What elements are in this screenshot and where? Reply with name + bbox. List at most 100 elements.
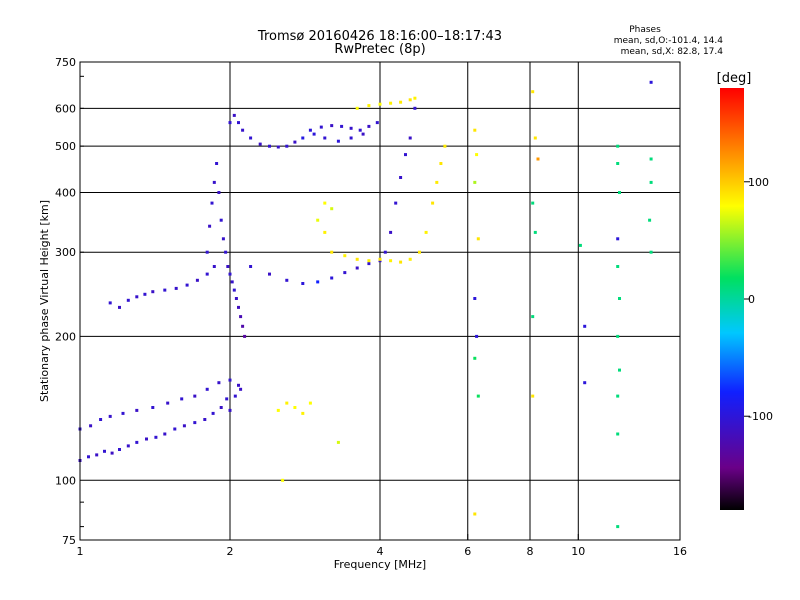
data-point (408, 136, 412, 140)
data-point (583, 381, 587, 385)
data-point (389, 230, 393, 234)
data-point (239, 387, 243, 391)
data-point (531, 394, 535, 398)
data-point (285, 278, 289, 282)
data-point (193, 394, 197, 398)
data-point (293, 140, 297, 144)
data-point (319, 125, 323, 129)
data-point (89, 424, 93, 428)
data-point (408, 98, 412, 102)
data-point (424, 230, 428, 234)
data-point (616, 144, 620, 148)
data-point (399, 100, 403, 104)
data-point (367, 124, 371, 128)
data-point (293, 406, 297, 409)
data-point (233, 394, 237, 398)
phase-title: Phases (629, 25, 661, 35)
data-point (87, 455, 90, 459)
data-point (276, 145, 280, 149)
data-point (249, 136, 253, 140)
colorbar-ticks: 100 0 -100 (744, 176, 773, 423)
data-point (316, 218, 320, 222)
y-tick-label: 500 (55, 140, 76, 153)
data-point (375, 121, 379, 125)
data-point (212, 265, 216, 268)
data-point (193, 421, 197, 425)
data-point (618, 191, 621, 194)
data-point (367, 104, 371, 108)
data-point (413, 96, 417, 100)
data-point (531, 315, 535, 319)
data-point (431, 201, 435, 205)
data-point (394, 201, 398, 205)
y-tick-label: 100 (55, 474, 76, 487)
data-point (285, 144, 289, 148)
data-point (151, 406, 155, 409)
data-point (151, 290, 155, 294)
data-point (221, 237, 225, 241)
data-point (224, 250, 228, 254)
colorbar-tick-label: 0 (748, 293, 755, 306)
data-point (476, 237, 480, 241)
chart-title: Tromsø 20160426 18:16:00–18:17:43 (257, 29, 502, 44)
data-point (145, 437, 148, 441)
data-point (399, 260, 403, 264)
y-tick-label: 600 (55, 102, 76, 115)
data-point (649, 250, 653, 254)
grid-lines (80, 62, 680, 540)
data-point (103, 449, 106, 453)
data-point (475, 153, 479, 157)
data-point (389, 259, 393, 263)
data-point (215, 162, 219, 165)
data-point (228, 121, 232, 125)
data-point (399, 176, 403, 179)
data-point (361, 132, 365, 136)
data-point (163, 432, 167, 436)
data-point (121, 411, 125, 415)
data-point (323, 230, 327, 234)
data-point (110, 451, 114, 455)
data-point (404, 153, 407, 157)
data-point (340, 124, 344, 128)
x-tick-label: 2 (227, 545, 234, 558)
x-tick-label: 16 (673, 545, 687, 558)
y-tick-label: 400 (55, 186, 76, 199)
data-point (473, 512, 477, 516)
data-point (219, 218, 223, 222)
data-point (226, 265, 230, 268)
data-point (616, 525, 620, 529)
data-point (211, 411, 215, 415)
data-point (143, 292, 147, 296)
data-point (323, 136, 327, 140)
data-point (180, 397, 184, 401)
data-point (336, 139, 340, 143)
data-point (118, 448, 121, 451)
data-point (163, 288, 167, 292)
data-point (239, 315, 243, 319)
phase-colorbar (720, 88, 744, 510)
data-point (475, 334, 479, 338)
data-point (308, 128, 312, 132)
data-point (281, 478, 285, 482)
data-point (301, 282, 305, 285)
data-point (649, 80, 653, 84)
data-point (241, 324, 245, 328)
data-point (616, 394, 620, 398)
data-point (649, 157, 653, 161)
data-point (533, 136, 537, 140)
data-point (413, 106, 417, 110)
data-point (323, 201, 327, 205)
data-point (126, 444, 130, 448)
data-point (618, 368, 621, 372)
data-point (330, 207, 334, 211)
data-point (249, 265, 253, 268)
data-point (316, 280, 320, 284)
data-point (237, 383, 240, 387)
y-tick-label: 300 (55, 246, 76, 259)
y-tick-label: 200 (55, 330, 76, 343)
data-point (174, 286, 178, 290)
x-tick-label: 10 (571, 545, 585, 558)
data-point (205, 272, 209, 276)
data-point (533, 230, 537, 234)
data-point (301, 136, 305, 140)
